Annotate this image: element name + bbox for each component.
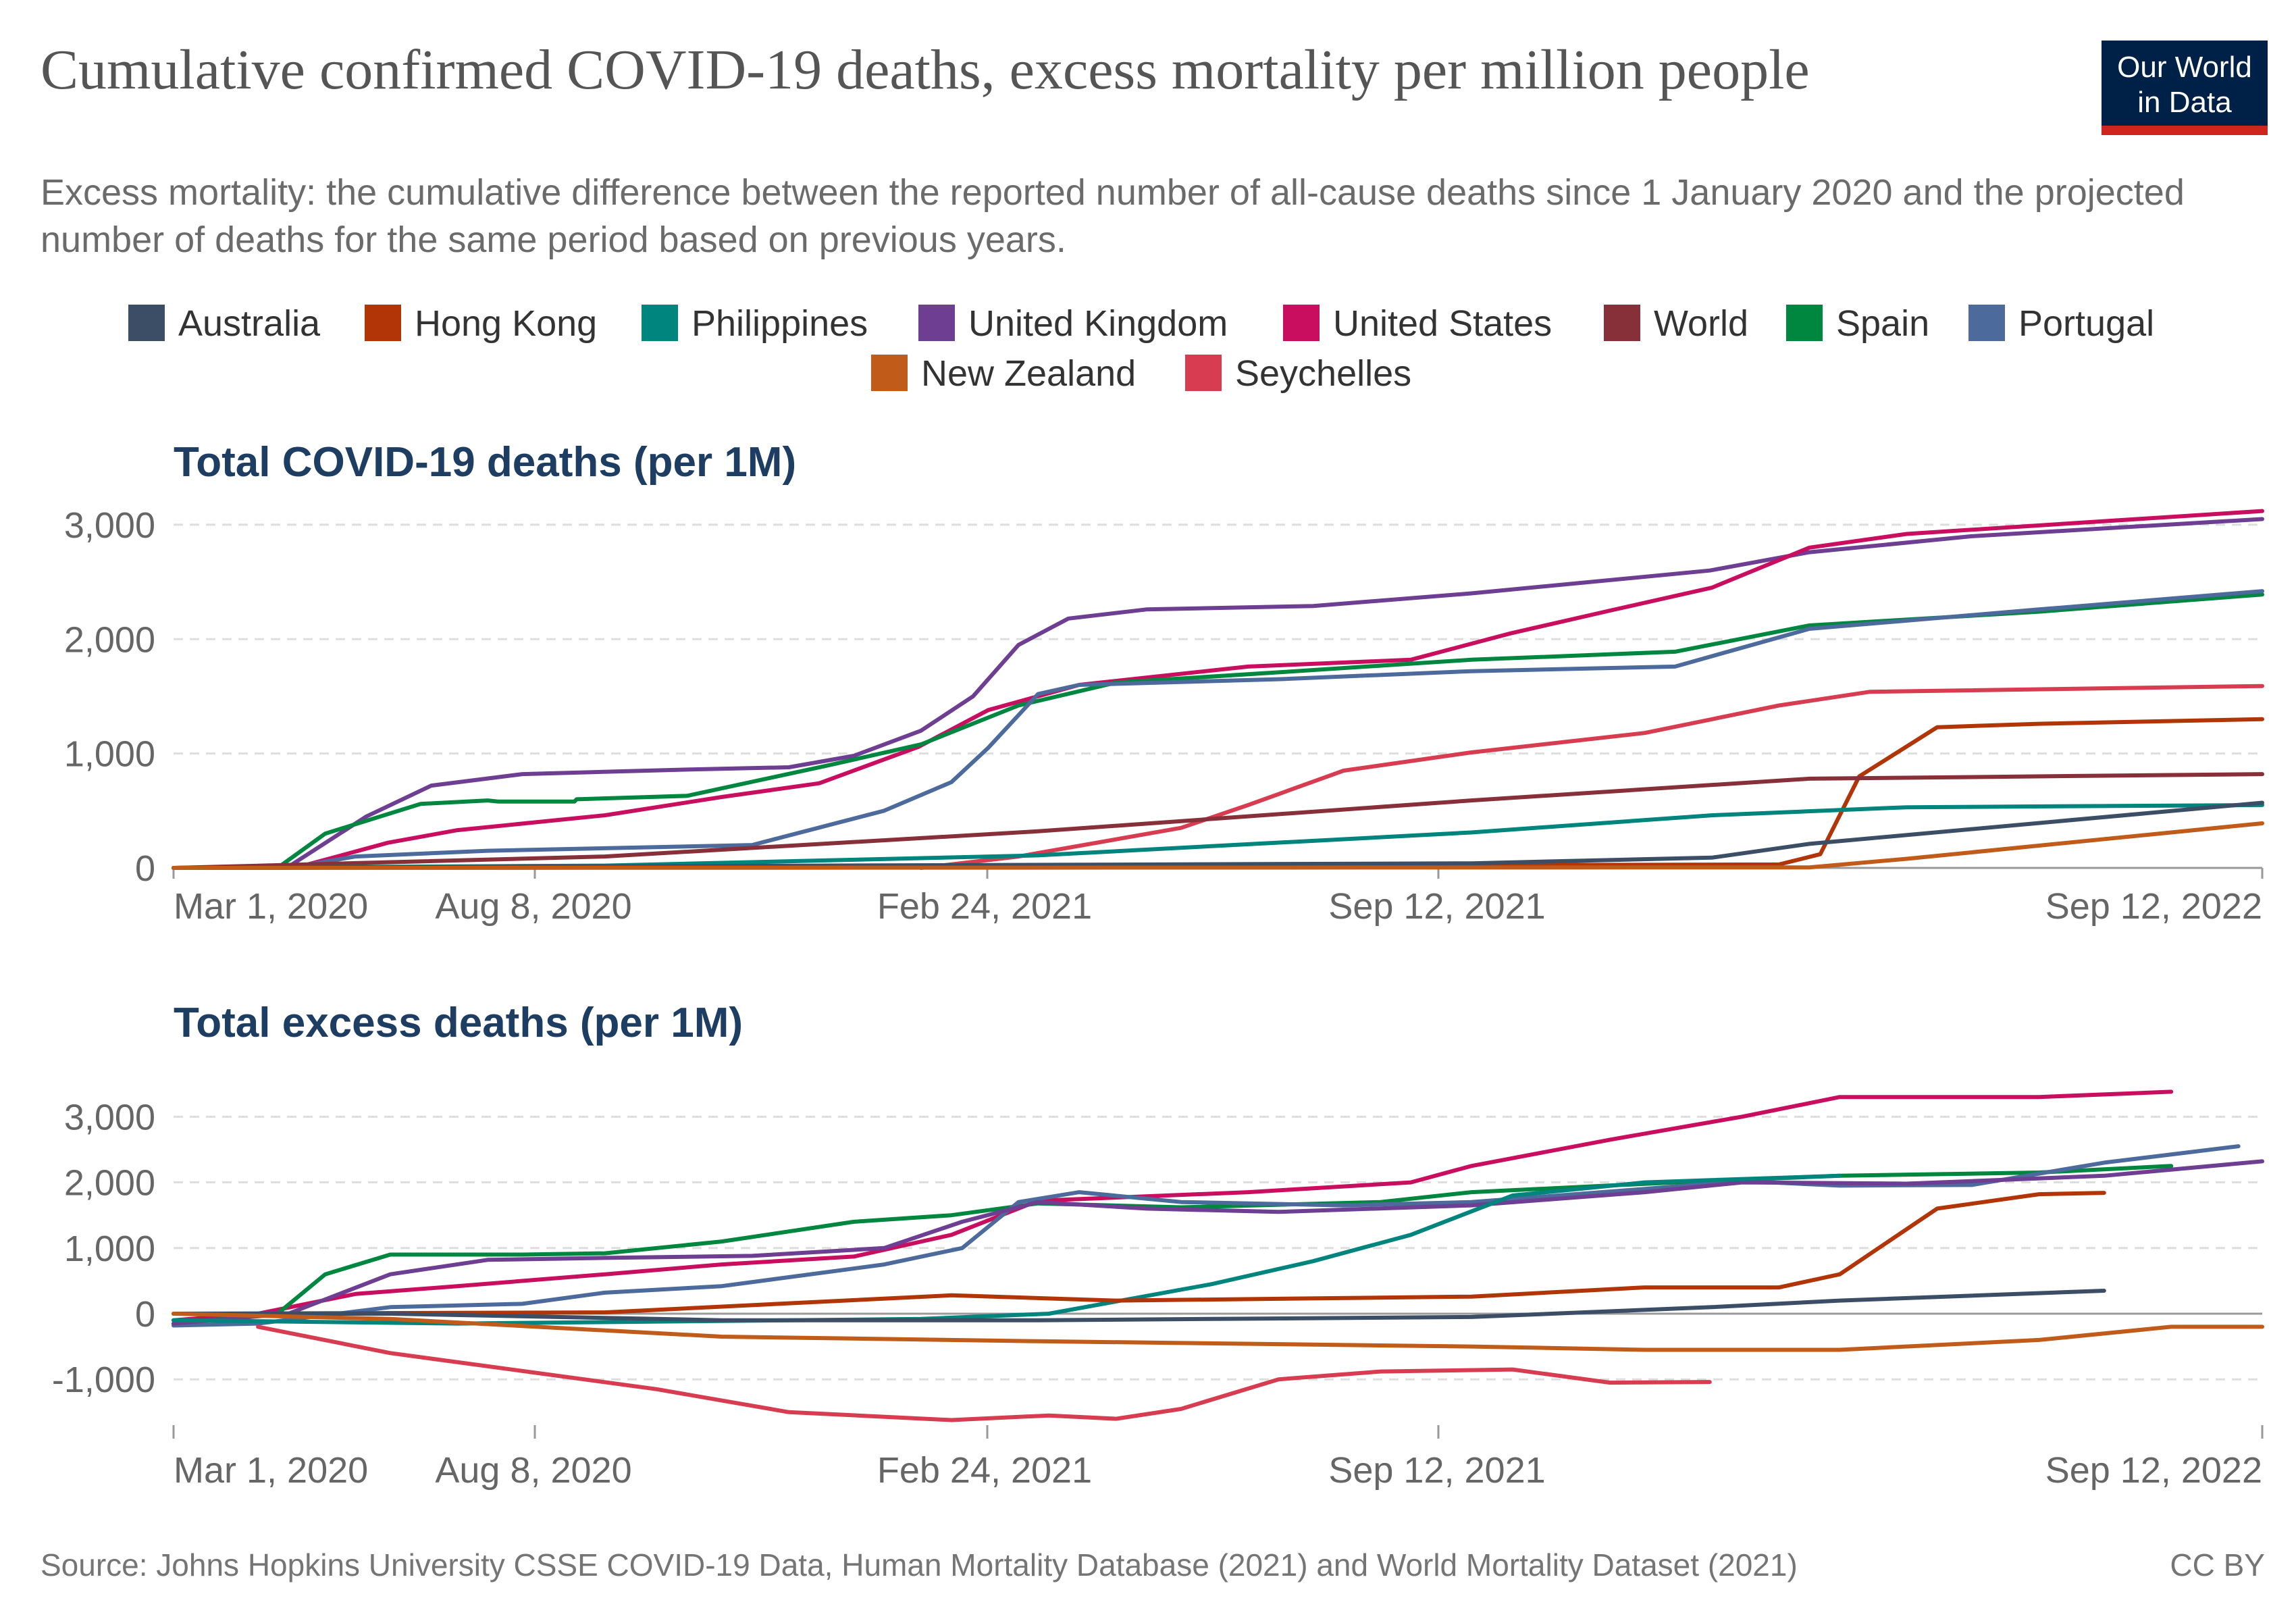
- x-tick-label: Aug 8, 2020: [435, 886, 631, 927]
- series-line-new-zealand-panel-2[interactable]: [172, 1312, 2264, 1352]
- series-line-united-kingdom-panel-2[interactable]: [172, 1159, 2264, 1326]
- legend-label-australia[interactable]: Australia: [178, 303, 321, 344]
- legend-swatch-hong-kong[interactable]: [365, 305, 401, 341]
- x-tick-label: Feb 24, 2021: [877, 1450, 1092, 1491]
- x-tick-label: Mar 1, 2020: [174, 1450, 368, 1491]
- legend-label-united-kingdom[interactable]: United Kingdom: [968, 303, 1228, 344]
- legend-label-seychelles[interactable]: Seychelles: [1235, 353, 1411, 394]
- x-tick-label: Mar 1, 2020: [174, 886, 368, 927]
- series-line-spain-panel-1[interactable]: [172, 592, 2264, 870]
- legend-label-portugal[interactable]: Portugal: [2018, 303, 2154, 344]
- legend-label-spain[interactable]: Spain: [1836, 303, 1929, 344]
- legend-swatch-united-kingdom[interactable]: [918, 305, 955, 341]
- legend-swatch-new-zealand[interactable]: [871, 355, 908, 391]
- legend-label-world[interactable]: World: [1654, 303, 1748, 344]
- legend-label-united-states[interactable]: United States: [1333, 303, 1552, 344]
- series-line-hong-kong-panel-2[interactable]: [172, 1191, 2106, 1316]
- y-tick-label: 2,000: [64, 619, 155, 660]
- source-note: Source: Johns Hopkins University CSSE CO…: [41, 1547, 1798, 1583]
- y-tick-label: 3,000: [64, 505, 155, 546]
- y-tick-label: 0: [135, 848, 155, 889]
- legend-label-philippines[interactable]: Philippines: [692, 303, 868, 344]
- y-tick-label: 1,000: [64, 734, 155, 775]
- series-line-united-kingdom-panel-1[interactable]: [172, 517, 2264, 870]
- y-tick-label: 1,000: [64, 1229, 155, 1269]
- chart-title: Cumulative confirmed COVID-19 deaths, ex…: [41, 38, 1810, 101]
- x-tick-label: Sep 12, 2022: [2045, 1450, 2262, 1491]
- legend-label-hong-kong[interactable]: Hong Kong: [415, 303, 597, 344]
- x-tick-label: Sep 12, 2022: [2045, 886, 2262, 927]
- y-tick-label: -1,000: [52, 1360, 155, 1400]
- x-tick-label: Sep 12, 2021: [1328, 886, 1545, 927]
- y-tick-label: 3,000: [64, 1097, 155, 1137]
- panel-title-1: Total COVID-19 deaths (per 1M): [174, 439, 796, 486]
- chart-subtitle: Excess mortality: the cumulative differe…: [41, 172, 2185, 260]
- y-tick-label: 2,000: [64, 1163, 155, 1204]
- series-line-portugal-panel-1[interactable]: [172, 589, 2264, 870]
- legend-swatch-spain[interactable]: [1786, 305, 1823, 341]
- series-line-australia-panel-1[interactable]: [172, 800, 2264, 870]
- series-line-portugal-panel-2[interactable]: [172, 1144, 2241, 1328]
- series-line-world-panel-1[interactable]: [172, 772, 2264, 870]
- series-line-australia-panel-2[interactable]: [172, 1289, 2106, 1322]
- series-line-new-zealand-panel-1[interactable]: [172, 821, 2264, 870]
- y-tick-label: 0: [135, 1294, 155, 1335]
- legend-swatch-portugal[interactable]: [1968, 305, 2005, 341]
- panel-title-2: Total excess deaths (per 1M): [174, 1000, 743, 1046]
- logo-line-1: Our World: [2117, 51, 2252, 84]
- legend-swatch-philippines[interactable]: [642, 305, 678, 341]
- legend-swatch-australia[interactable]: [128, 305, 165, 341]
- x-tick-label: Aug 8, 2020: [435, 1450, 631, 1491]
- legend-swatch-world[interactable]: [1604, 305, 1640, 341]
- logo-line-2: in Data: [2137, 86, 2232, 119]
- series-line-seychelles-panel-2[interactable]: [256, 1324, 1712, 1422]
- x-tick-label: Feb 24, 2021: [877, 886, 1092, 927]
- series-line-seychelles-panel-1[interactable]: [918, 684, 2264, 870]
- x-tick-label: Sep 12, 2021: [1328, 1450, 1545, 1491]
- owid-logo[interactable]: Our World in Data: [2102, 41, 2268, 135]
- license-link[interactable]: CC BY: [2170, 1547, 2265, 1583]
- legend-swatch-united-states[interactable]: [1283, 305, 1320, 341]
- legend-label-new-zealand[interactable]: New Zealand: [921, 353, 1136, 394]
- legend-swatch-seychelles[interactable]: [1185, 355, 1222, 391]
